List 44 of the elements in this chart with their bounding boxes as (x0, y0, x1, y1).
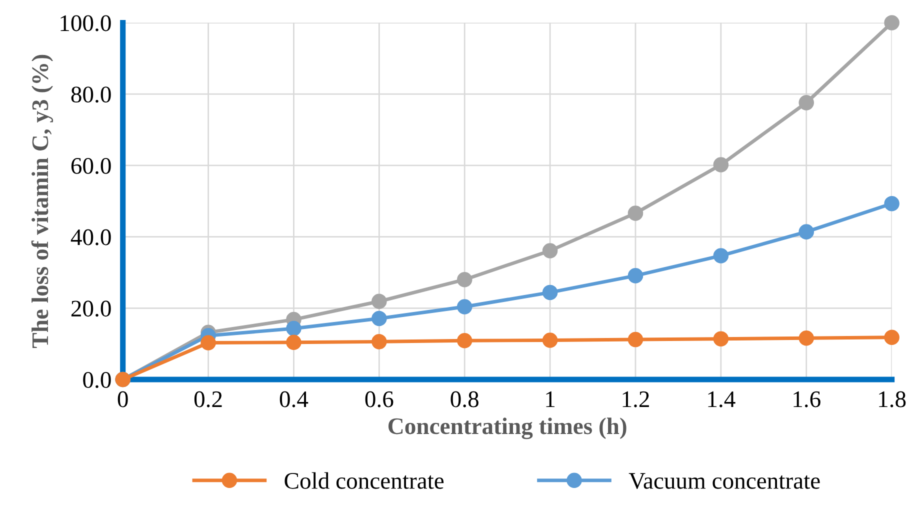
point (798, 330, 814, 346)
point (884, 330, 900, 346)
y-axis-title: The loss of vitamin C, y3 (%) (31, 54, 54, 348)
x-tick-label: 1.8 (879, 391, 906, 408)
point (798, 95, 814, 110)
point (884, 15, 900, 30)
point (713, 248, 729, 264)
point (628, 332, 644, 348)
point (286, 334, 302, 350)
y-tick-label: 40.0 (70, 229, 111, 246)
point (286, 320, 302, 336)
point (713, 157, 729, 172)
point (372, 334, 387, 350)
x-tick-label: 0.2 (194, 391, 222, 408)
x-tick-label: 1.6 (794, 391, 820, 408)
point (542, 284, 558, 300)
legend-label: Cold concentrate (284, 472, 444, 489)
y-tick-label: 20.0 (71, 300, 111, 317)
point (456, 332, 472, 348)
point (628, 206, 644, 221)
x-axis-title: Concentrating times (h) (388, 418, 626, 440)
point (372, 310, 387, 326)
y-tick-label: 0.0 (83, 372, 111, 388)
point (713, 331, 729, 346)
point (628, 268, 644, 284)
point (456, 272, 472, 288)
x-tick-label: 1.4 (708, 391, 736, 408)
point (542, 332, 558, 348)
point (884, 196, 900, 212)
point (542, 243, 558, 258)
point (456, 299, 472, 314)
y-tick-label: 80.0 (71, 86, 111, 103)
point (372, 294, 387, 310)
y-tick-label: 100.0 (60, 15, 111, 32)
point (200, 335, 216, 350)
x-tick-label: 0.6 (365, 391, 394, 408)
x-tick-label: 0.4 (280, 391, 308, 408)
y-tick-label: 60.0 (71, 158, 111, 174)
x-tick-label: 1 (546, 391, 555, 407)
x-tick-label: 1.2 (622, 391, 649, 408)
x-tick-label: 0 (118, 391, 128, 408)
point (798, 224, 814, 240)
x-tick-label: 0.8 (450, 391, 478, 408)
legend-label: Vacuum concentrate (628, 473, 820, 489)
